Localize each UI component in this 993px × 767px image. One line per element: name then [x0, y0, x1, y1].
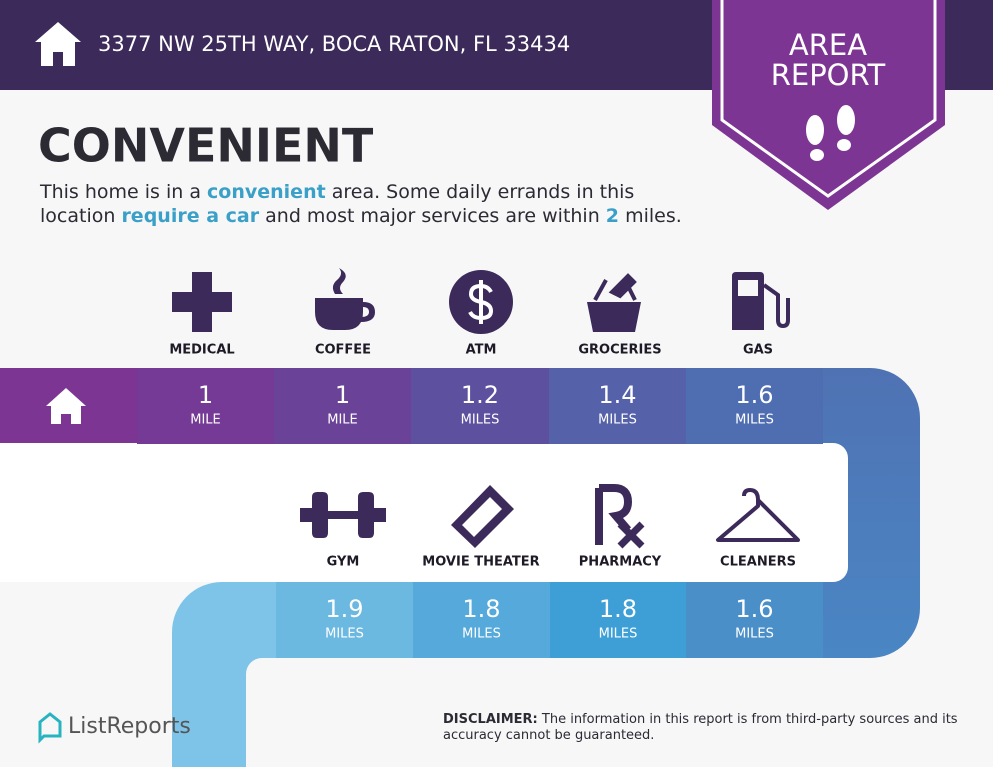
- basket-handle: [593, 273, 637, 301]
- highlight: require a car: [121, 205, 260, 227]
- gas-hose: [762, 283, 790, 329]
- service-name: MOVIE THEATER: [422, 555, 539, 570]
- home-icon: [46, 388, 86, 424]
- distance-unit: MILES: [325, 627, 364, 642]
- address: 3377 NW 25TH WAY, BOCA RATON, FL 33434: [98, 32, 570, 56]
- highlight: 2: [605, 205, 620, 227]
- disclaimer-label: DISCLAIMER:: [443, 712, 538, 727]
- description: This home is in a convenient area. Some …: [40, 180, 682, 228]
- distance-cell: [274, 368, 411, 444]
- groceries-icon: [587, 302, 641, 332]
- distance-value: 1.8: [462, 595, 500, 623]
- route-curve: [172, 582, 276, 767]
- distance-unit: MILES: [598, 413, 637, 428]
- distance-cell: [413, 582, 550, 658]
- title: CONVENIENT: [38, 119, 374, 173]
- service-name: COFFEE: [315, 343, 371, 358]
- cleaners-icon: [716, 488, 800, 542]
- distance-unit: MILES: [461, 413, 500, 428]
- pharmacy-x: [617, 521, 645, 549]
- distance-cell: [137, 368, 274, 444]
- badge: [712, 0, 945, 210]
- distance-value: 1.4: [598, 381, 636, 409]
- badge-border: [720, 0, 937, 198]
- distance-cell: [549, 368, 686, 444]
- brand-logo: [38, 712, 62, 744]
- service-name: PHARMACY: [579, 555, 662, 570]
- disclaimer: DISCLAIMER: The information in this repo…: [443, 712, 963, 744]
- distance-value: 1.6: [735, 595, 773, 623]
- description-line: location require a car and most major se…: [40, 204, 682, 228]
- distance-cell: [550, 582, 686, 658]
- coffee-icon: [315, 298, 375, 330]
- highlight: convenient: [207, 181, 326, 203]
- text: and most major services are within: [259, 205, 606, 227]
- route-curve: [823, 368, 920, 658]
- description-line: This home is in a convenient area. Some …: [40, 180, 682, 204]
- text: area. Some daily errands in this: [325, 181, 635, 203]
- distance-unit: MILE: [190, 413, 221, 428]
- service-name: GROCERIES: [578, 343, 661, 358]
- distance-cell: [276, 582, 413, 658]
- icons: [172, 268, 800, 549]
- distance-value: 1: [198, 381, 213, 409]
- distance-value: 1: [335, 381, 350, 409]
- route-inner: [0, 443, 848, 582]
- text: location: [40, 205, 122, 227]
- distance-unit: MILES: [735, 413, 774, 428]
- distance-value: 1.8: [599, 595, 637, 623]
- service-name: ATM: [466, 343, 497, 358]
- footprints: [806, 105, 855, 161]
- distance-cell: [686, 368, 823, 444]
- dollar-glyph: [468, 280, 494, 324]
- distance-unit: MILES: [462, 627, 501, 642]
- distance-cell: [686, 582, 823, 658]
- disclaimer-text: The information in this report is from t…: [443, 712, 958, 743]
- service-name: GAS: [743, 343, 773, 358]
- pharmacy-icon: [595, 484, 633, 545]
- distance-unit: MILE: [327, 413, 358, 428]
- gas-icon: [732, 272, 764, 330]
- steam: [332, 268, 346, 294]
- service-name: GYM: [327, 555, 360, 570]
- distance-unit: MILES: [599, 627, 638, 642]
- brand: ListReports: [68, 714, 191, 739]
- distance-value: 1.6: [735, 381, 773, 409]
- distance-cell: [411, 368, 549, 444]
- service-name: CLEANERS: [720, 555, 796, 570]
- text: This home is in a: [40, 181, 208, 203]
- home-icon: [35, 22, 81, 66]
- distance-unit: MILES: [735, 627, 774, 642]
- gym-icon: [300, 492, 386, 538]
- text: miles.: [619, 205, 682, 227]
- service-name: MEDICAL: [169, 343, 234, 358]
- medical-icon: [172, 272, 232, 332]
- distance-value: 1.9: [325, 595, 363, 623]
- badge-line: REPORT: [771, 58, 886, 92]
- movie-icon: [451, 485, 514, 548]
- badge-line: AREA: [789, 28, 867, 62]
- distance-value: 1.2: [461, 381, 499, 409]
